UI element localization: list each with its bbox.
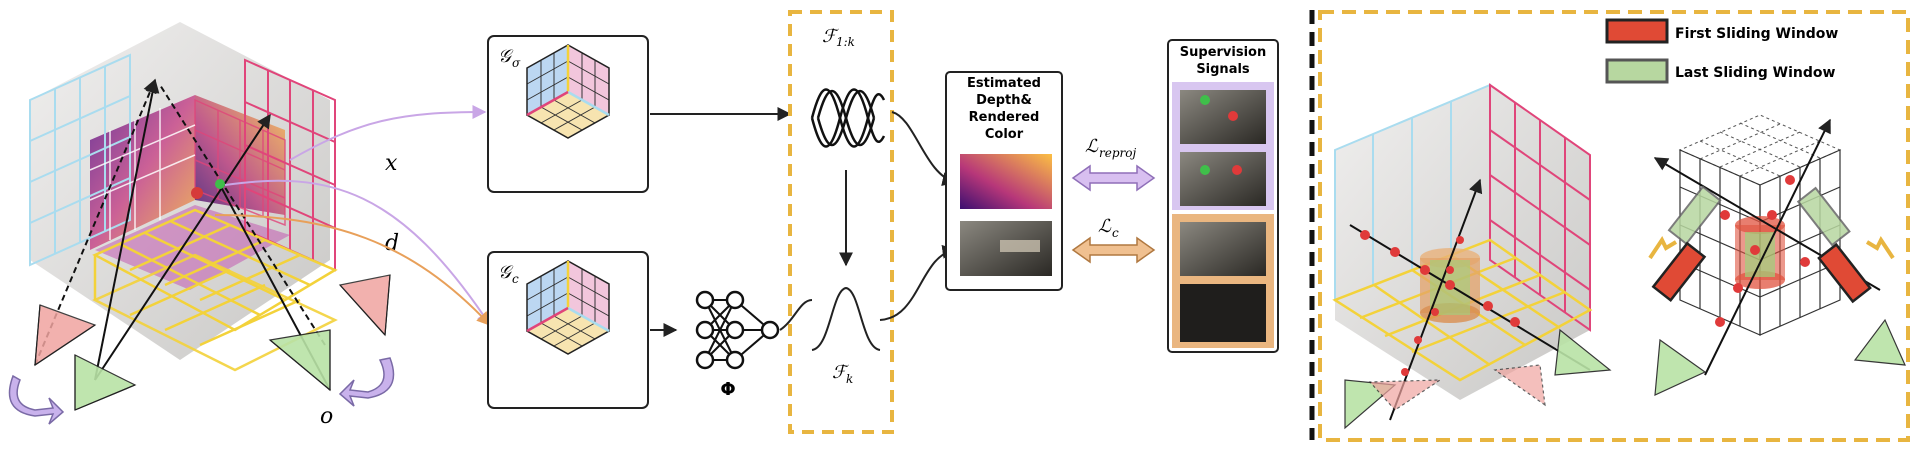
l-c-label: ℒ	[1098, 216, 1112, 237]
legend-last-swatch	[1605, 58, 1669, 84]
supervision-box	[1167, 39, 1279, 353]
camera-frustum-mid	[74, 354, 137, 411]
g-sigma-label: 𝒢	[498, 46, 514, 67]
label-o: o	[320, 404, 333, 429]
g-sigma-box	[487, 35, 649, 193]
supervision-line1: Supervision	[1180, 45, 1266, 60]
left-room-scene	[8, 22, 395, 425]
left-wall-grid	[29, 53, 131, 267]
sliding-window-dashed-box	[1318, 10, 1910, 442]
depth-overlay-left	[90, 95, 195, 250]
label-d: d	[385, 231, 399, 256]
sample-point-green	[215, 179, 225, 189]
sample-point-red	[191, 187, 203, 199]
arrow-fk-to-color	[879, 244, 957, 321]
voxel-cube	[1648, 114, 1906, 396]
arrow-x-to-g-c	[224, 179, 491, 327]
f-k-label: ℱ	[832, 362, 849, 383]
sinusoid-waves-icon	[810, 88, 886, 148]
supervision-frame-4	[1180, 284, 1266, 342]
g-sigma-sub: σ	[512, 56, 521, 70]
supervision-frame-3	[1180, 222, 1266, 276]
supervision-frame-2	[1180, 152, 1266, 206]
legend-first-swatch	[1605, 18, 1669, 44]
estimated-box	[945, 71, 1063, 291]
estimated-line3: Rendered	[969, 110, 1040, 125]
f-1k-sub: 1:k	[836, 35, 855, 49]
legend-last-label: Last Sliding Window	[1675, 65, 1835, 81]
estimated-line4: Color	[985, 127, 1024, 142]
rotate-arrow-right-icon	[338, 357, 395, 407]
phi-label: Φ	[720, 379, 735, 400]
l-reproj-label: ℒ	[1085, 136, 1099, 157]
rotate-arrow-left-icon	[8, 374, 65, 425]
legend-first-label: First Sliding Window	[1675, 26, 1838, 42]
phi-network-icon	[695, 290, 780, 370]
arrow-d-to-g-c	[214, 214, 491, 327]
f-1k-label: ℱ	[822, 26, 839, 47]
g-c-sub: c	[512, 272, 519, 286]
floor-grid	[92, 208, 338, 372]
l-c-sub: c	[1112, 226, 1119, 240]
supervision-frame-1	[1180, 90, 1266, 144]
label-x: x	[385, 151, 398, 176]
camera-frustum-right2	[268, 329, 331, 392]
estimated-line1: Estimated	[967, 76, 1041, 91]
estimated-line2: Depth&	[976, 93, 1032, 108]
feature-dashed-box	[788, 10, 894, 434]
l-reproj-sub: reproj	[1099, 146, 1136, 160]
arrow-x-to-g-sigma	[289, 105, 487, 161]
depth-map-thumbnail	[960, 154, 1052, 209]
l-c-double-arrow	[1071, 236, 1156, 264]
l-reproj-double-arrow	[1071, 164, 1156, 192]
g-c-box	[487, 251, 649, 409]
camera-frustum-left	[34, 304, 97, 367]
right-room-scene	[1332, 83, 1612, 430]
g-c-label: 𝒢	[498, 262, 514, 283]
supervision-line2: Signals	[1196, 62, 1250, 77]
f-k-sub: k	[846, 372, 853, 386]
gaussian-curve-icon	[811, 286, 881, 351]
camera-frustum-right1	[338, 274, 391, 337]
